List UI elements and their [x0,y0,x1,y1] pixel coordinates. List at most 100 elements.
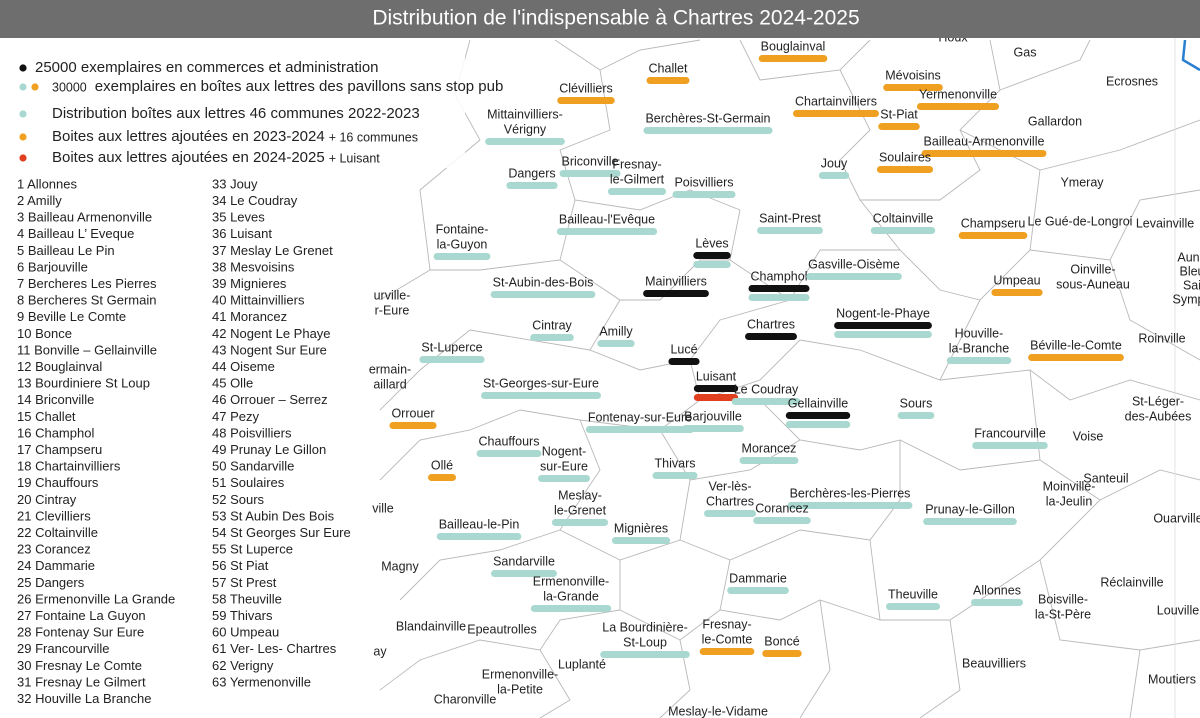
commune-markers [556,228,658,235]
commune-list-item: 43 Nogent Sur Eure [212,342,327,357]
distribution-marker [731,398,801,405]
commune-list-item: 25 Dangers [17,575,85,590]
commune-name: Chartres [747,317,795,331]
distribution-marker [870,227,936,234]
legend-dot [31,83,39,91]
commune-list-item: 3 Bailleau Armenonville [17,210,152,225]
legend-dot [19,83,27,91]
commune-list-item: 40 Mittainvilliers [212,293,305,308]
commune-name: Mévoisins [885,68,941,82]
commune-markers [646,77,690,84]
commune-name: Réclainville [1100,575,1163,589]
commune-markers [611,537,671,544]
commune-list-item: 37 Meslay Le Grenet [212,243,333,258]
commune-markers [748,285,810,301]
commune-name: Gellainville [788,396,848,410]
distribution-marker [557,97,615,104]
distribution-marker [834,331,932,338]
commune-markers [693,385,739,401]
commune-list-item: 36 Luisant [212,226,272,241]
distribution-marker [878,123,920,130]
commune-name: Berchères-St-Germain [645,111,770,125]
legend-text: Boites aux lettres ajoutées en 2024-2025 [52,149,325,166]
commune-name: Moinville- [1043,479,1096,493]
commune-list-item: 32 Houville La Branche [17,691,151,706]
commune-markers [389,422,437,429]
commune-name: Fontenay-sur-Eure [588,410,692,424]
distribution-marker [727,587,789,594]
commune-list-item: 51 Soulaires [212,475,285,490]
distribution-marker [530,334,574,341]
legend-panel-extension [375,38,465,168]
commune-name: Houville- [955,326,1004,340]
commune-name: Symph [1173,292,1200,306]
commune-markers [476,450,542,457]
commune-name: Allonnes [973,583,1021,597]
commune-list-item: 21 Clevilliers [17,508,91,523]
commune-name: Amilly [599,324,633,338]
commune-name: Lucé [670,342,697,356]
legend-dot [19,64,27,72]
commune-list-item: 41 Morancez [212,309,287,324]
distribution-marker [643,127,773,134]
commune-name: ville [372,501,394,515]
commune-markers [972,442,1048,449]
distribution-marker [668,358,700,365]
commune-list-item: 61 Ver- Les- Chartres [212,641,337,656]
commune-list-item: 2 Amilly [17,193,62,208]
commune-name: Champhol [751,269,808,283]
commune-list-item: 45 Olle [212,376,253,391]
commune-list-item: 49 Prunay Le Gillon [212,442,326,457]
commune-name: Luisant [696,369,737,383]
distribution-marker [748,294,810,301]
commune-list-item: 16 Champhol [17,425,94,440]
commune-name: Levainville [1136,216,1194,230]
commune-list-item: 18 Chartainvilliers [17,459,121,474]
distribution-marker [793,110,879,117]
distribution-marker [762,650,802,657]
commune-markers [946,357,1012,364]
commune-name: Challet [649,61,688,75]
commune-markers [699,648,755,655]
commune-name: des-Aubées [1125,409,1192,423]
commune-name: Briconville [562,154,619,168]
commune-name: Coltainville [873,211,933,225]
commune-name: Theuville [888,587,938,601]
distribution-marker [433,253,491,260]
distribution-marker [883,84,943,91]
commune-markers [485,138,565,145]
commune-name: Morancez [742,441,797,455]
commune-list-item: 9 Beville Le Comte [17,309,126,324]
commune-name: sur-Eure [540,459,588,473]
commune-markers [897,412,935,419]
commune-name: St-Loup [623,635,667,649]
commune-markers [428,474,456,481]
distribution-marker [876,166,934,173]
distribution-marker [428,474,456,481]
legend-note: + 16 communes [329,130,418,144]
commune-name: Thivars [655,456,696,470]
commune-name: Bailleau-le-Pin [439,517,520,531]
commune-name: Gas [1014,45,1037,59]
commune-markers [530,605,612,612]
commune-list-item: 54 St Georges Sur Eure [212,525,351,540]
river [1181,39,1200,72]
distribution-marker [530,605,612,612]
commune-list-item: 22 Coltainville [17,525,98,540]
commune-name: Moutiers [1148,672,1196,686]
commune-name: sous-Auneau [1056,277,1130,291]
commune-name: La Bourdinière- [602,620,687,634]
commune-name: Gallardon [1028,114,1082,128]
commune-name: St-Luperce [421,340,482,354]
title-bar [0,0,1200,38]
distribution-marker [758,55,828,62]
commune-list-item: 30 Fresnay Le Comte [17,658,142,673]
commune-list-item: 27 Fontaine La Guyon [17,608,146,623]
distribution-marker [600,651,690,658]
commune-list-item: 31 Fresnay Le Gilmert [17,674,146,689]
distribution-marker [485,138,565,145]
commune-markers [668,358,700,365]
commune-name: Ymeray [1060,175,1104,189]
distribution-marker [693,385,739,392]
